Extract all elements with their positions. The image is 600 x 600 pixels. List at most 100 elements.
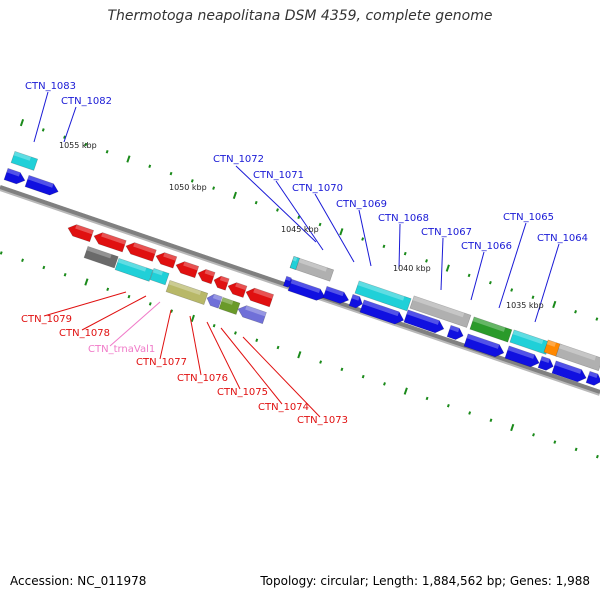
forward-gene-6	[348, 293, 363, 309]
forward-gene-10	[463, 333, 505, 358]
minor-tick	[255, 338, 259, 342]
gene-CTN_1077	[165, 279, 209, 305]
gene-label: CTN_1079	[21, 314, 72, 325]
gene-CTN_1064-tail-highlight	[546, 339, 557, 347]
forward-gene-7-highlight	[362, 299, 400, 317]
gene-CTN_1074-highlight	[245, 305, 267, 317]
reverse-gene-2-highlight	[101, 232, 127, 245]
minor-tick	[63, 273, 67, 277]
reverse-gene-2	[93, 232, 127, 253]
gene-CTN_1066-highlight	[472, 316, 506, 332]
gene-CTN_1072-start-shape	[289, 255, 300, 270]
gene-CTN_1069-highlight	[357, 280, 405, 301]
gene-label: CTN_1082	[61, 96, 112, 107]
gene-CTN_1072-start-highlight	[292, 256, 298, 262]
gene-CTN_1072-highlight	[292, 256, 328, 272]
major-tick	[84, 278, 89, 286]
forward-gene-6-highlight	[351, 294, 360, 301]
gene-CTN_1078-shape	[114, 257, 154, 282]
gene-CTN_1075	[218, 296, 241, 315]
gene-label: CTN_1072	[213, 154, 264, 165]
leader-line	[398, 223, 401, 270]
major-tick	[190, 314, 195, 323]
leader-line	[63, 106, 77, 143]
gene-CTN_1066	[469, 316, 513, 343]
reverse-gene-4-highlight	[163, 252, 177, 261]
gene-label: CTN_1069	[336, 199, 387, 210]
reverse-gene-6-shape	[197, 269, 216, 285]
reverse-gene-3-highlight	[133, 242, 157, 254]
reverse-gene-1	[67, 224, 94, 243]
accession-text: Accession: NC_011978	[10, 574, 147, 588]
leader-line	[358, 209, 372, 267]
leader-line	[314, 193, 355, 263]
minor-tick	[106, 287, 110, 292]
forward-gene-11-highlight	[507, 345, 535, 359]
forward-gene-2-highlight	[27, 175, 54, 188]
reverse-gene-7-highlight	[219, 276, 230, 283]
forward-gene-9	[446, 324, 464, 340]
minor-tick	[425, 396, 429, 401]
reverse-gene-8	[227, 282, 248, 298]
gene-CTN_1079	[83, 245, 119, 269]
leader-line	[159, 309, 172, 360]
gene-CTN_1078b-shape	[149, 267, 170, 286]
gene-CTN_1066-shape	[469, 316, 513, 343]
minor-tick	[127, 294, 131, 299]
gene-label: CTN_1074	[258, 402, 309, 413]
gene-label: CTN_1064	[537, 233, 588, 244]
minor-tick	[532, 433, 535, 437]
gene-CTN_1068	[409, 295, 472, 328]
gene-features	[3, 150, 600, 386]
reverse-gene-5	[175, 261, 200, 279]
minor-tick	[170, 309, 174, 313]
major-tick	[403, 387, 408, 395]
minor-tick	[553, 440, 557, 444]
reverse-gene-9-highlight	[253, 288, 274, 299]
kbp-label: 1045 kbp	[281, 225, 319, 234]
reverse-gene-1-shape	[67, 224, 94, 243]
minor-tick	[531, 295, 535, 299]
gene-CTN_1078-highlight	[117, 258, 147, 272]
gene-CTN_1068-shape	[409, 295, 472, 328]
kbp-label: 1040 kbp	[393, 264, 431, 273]
reverse-gene-4-shape	[155, 252, 178, 269]
figure-title: Thermotoga neapolitana DSM 4359, complet…	[107, 8, 493, 24]
reverse-gene-9-shape	[245, 287, 275, 308]
gene-labels: CTN_1083 CTN_1082 CTN_1072 CTN_1071 CTN_1070…	[21, 81, 588, 426]
minor-tick	[276, 208, 279, 212]
minor-tick	[595, 454, 599, 459]
gene-label: CTN_1067	[421, 227, 472, 238]
major-tick	[19, 119, 25, 127]
forward-gene-13-highlight	[554, 360, 582, 374]
reverse-gene-1-highlight	[75, 224, 94, 235]
forward-gene-5-highlight	[325, 286, 344, 297]
label-leader-lines	[33, 91, 560, 418]
minor-tick	[212, 186, 216, 190]
gene-label: CTN_1076	[177, 373, 228, 384]
leader-line	[275, 180, 324, 251]
minor-tick	[0, 251, 3, 255]
gene-CTN_1083-shape	[10, 150, 39, 171]
minor-tick	[467, 273, 471, 278]
major-tick	[126, 155, 131, 163]
gene-CTN_1064-tail-shape	[543, 339, 562, 358]
reverse-gene-2-shape	[93, 232, 127, 253]
minor-tick	[468, 411, 472, 415]
leader-line	[235, 165, 317, 243]
topology-summary: Topology: circular; Length: 1,884,562 bp…	[260, 574, 590, 588]
gene-label: CTN_1070	[292, 183, 343, 194]
gene-CTN_1079-shape	[83, 245, 119, 269]
forward-gene-11-shape	[504, 345, 540, 368]
reverse-gene-5-highlight	[183, 261, 199, 271]
minor-tick	[297, 215, 301, 219]
gene-label: CTN_1078	[59, 328, 110, 339]
major-tick	[510, 423, 515, 432]
leader-line	[43, 291, 127, 317]
minor-tick	[361, 237, 365, 241]
kbp-labels: 1055 kbp 1050 kbp 1045 kbp 1040 kbp 1035 kbp	[59, 141, 544, 310]
forward-gene-14-shape	[585, 370, 600, 386]
forward-gene-12-shape	[537, 355, 554, 371]
reverse-gene-5-shape	[175, 261, 200, 279]
forward-gene-4-shape	[287, 278, 326, 301]
